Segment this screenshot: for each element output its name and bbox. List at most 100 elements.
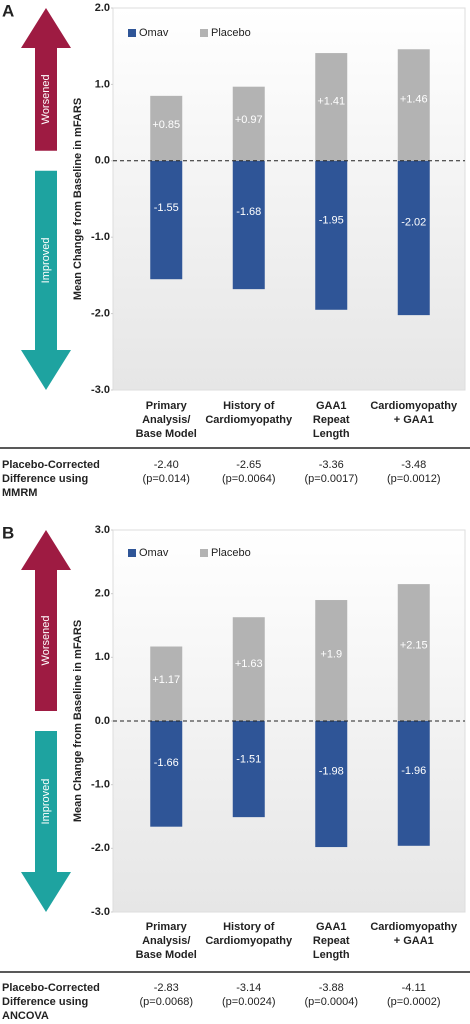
x-tick-label: + GAA1 xyxy=(394,935,434,947)
p-value: (p=0.0002) xyxy=(387,996,441,1008)
bar xyxy=(150,646,183,721)
p-value: (p=0.0024) xyxy=(222,996,276,1008)
x-tick-label: Length xyxy=(313,428,350,440)
x-tick-label: Analysis/ xyxy=(142,414,190,426)
value-label: -2.02 xyxy=(401,216,426,228)
x-tick-label: History of xyxy=(223,400,275,412)
y-tick-label: 2.0 xyxy=(95,2,110,14)
x-tick-label: Length xyxy=(313,949,350,961)
table-row-label: Difference using xyxy=(2,473,88,485)
bar xyxy=(315,721,348,848)
bar xyxy=(397,49,430,161)
bar xyxy=(397,721,430,846)
value-label: +1.9 xyxy=(320,648,342,660)
bar xyxy=(315,53,348,161)
x-tick-label: + GAA1 xyxy=(394,414,434,426)
legend-label: Placebo xyxy=(211,547,251,559)
x-tick-label: GAA1 xyxy=(316,400,347,412)
x-tick-label: Cardiomyopathy xyxy=(370,921,458,933)
p-value: (p=0.0068) xyxy=(139,996,193,1008)
bar xyxy=(397,160,430,316)
legend-swatch xyxy=(128,549,136,557)
difference: -2.83 xyxy=(154,982,179,994)
y-tick-label: -3.0 xyxy=(91,384,110,396)
difference: -4.11 xyxy=(402,982,426,994)
bar xyxy=(397,584,430,721)
y-tick-label: 0.0 xyxy=(95,155,110,167)
value-label: +1.46 xyxy=(400,93,428,105)
bar xyxy=(232,86,265,161)
worsened-arrow xyxy=(21,530,71,711)
bar xyxy=(150,160,183,280)
legend-swatch xyxy=(200,549,208,557)
arrow-label: Improved xyxy=(40,237,52,283)
x-tick-label: Base Model xyxy=(136,428,197,440)
arrow-label: Improved xyxy=(40,779,52,825)
worsened-arrow xyxy=(21,8,71,151)
legend-label: Omav xyxy=(139,27,169,39)
y-tick-label: -3.0 xyxy=(91,906,110,918)
x-tick-label: Base Model xyxy=(136,949,197,961)
bar xyxy=(150,95,183,161)
x-tick-label: GAA1 xyxy=(316,921,347,933)
difference: -3.88 xyxy=(319,982,344,994)
table-row-label: Placebo-Corrected xyxy=(2,459,100,471)
value-label: -1.96 xyxy=(401,765,426,777)
bar xyxy=(315,600,348,721)
y-tick-label: 1.0 xyxy=(95,78,110,90)
y-tick-label: 0.0 xyxy=(95,715,110,727)
legend-label: Omav xyxy=(139,547,169,559)
difference: -3.36 xyxy=(319,459,344,471)
x-tick-label: Primary xyxy=(146,921,188,933)
value-label: +0.85 xyxy=(152,119,180,131)
x-tick-label: Cardiomyopathy xyxy=(205,414,293,426)
value-label: +1.17 xyxy=(152,674,180,686)
legend-label: Placebo xyxy=(211,27,251,39)
y-tick-label: -1.0 xyxy=(91,779,110,791)
table-row-label: Difference using xyxy=(2,996,88,1008)
x-tick-label: History of xyxy=(223,921,275,933)
y-tick-label: -2.0 xyxy=(91,308,110,320)
value-label: -1.55 xyxy=(154,202,179,214)
difference: -3.48 xyxy=(401,459,426,471)
y-axis-title: Mean Change from Baseline in mFARS xyxy=(72,98,84,300)
x-tick-label: Cardiomyopathy xyxy=(370,400,458,412)
y-axis-title: Mean Change from Baseline in mFARS xyxy=(72,620,84,822)
y-tick-label: 1.0 xyxy=(95,651,110,663)
value-label: +1.41 xyxy=(317,95,345,107)
x-tick-label: Cardiomyopathy xyxy=(205,935,293,947)
value-label: +0.97 xyxy=(235,114,263,126)
panel-letter: A xyxy=(2,1,14,20)
x-tick-label: Repeat xyxy=(313,935,350,947)
x-tick-label: Primary xyxy=(146,400,188,412)
table-row-label: MMRM xyxy=(2,487,37,499)
table-row-label: Placebo-Corrected xyxy=(2,982,100,994)
p-value: (p=0.0012) xyxy=(387,473,441,485)
y-tick-label: -1.0 xyxy=(91,231,110,243)
arrow-label: Worsened xyxy=(40,616,52,666)
p-value: (p=0.014) xyxy=(143,473,190,485)
difference: -3.14 xyxy=(236,982,261,994)
improved-arrow xyxy=(21,731,71,912)
value-label: -1.51 xyxy=(236,753,261,765)
bar xyxy=(232,721,265,818)
bar xyxy=(315,160,348,310)
p-value: (p=0.0017) xyxy=(304,473,358,485)
improved-arrow xyxy=(21,170,71,390)
legend-swatch xyxy=(200,29,208,37)
bar xyxy=(150,721,183,827)
panel-letter: B xyxy=(2,523,14,542)
value-label: -1.68 xyxy=(236,206,261,218)
y-tick-label: 2.0 xyxy=(95,588,110,600)
x-tick-label: Analysis/ xyxy=(142,935,190,947)
value-label: -1.98 xyxy=(319,765,344,777)
p-value: (p=0.0004) xyxy=(304,996,358,1008)
y-tick-label: -2.0 xyxy=(91,842,110,854)
value-label: -1.66 xyxy=(154,757,179,769)
value-label: +2.15 xyxy=(400,640,428,652)
bar xyxy=(232,160,265,290)
value-label: -1.95 xyxy=(319,214,344,226)
x-tick-label: Repeat xyxy=(313,414,350,426)
difference: -2.65 xyxy=(236,459,261,471)
